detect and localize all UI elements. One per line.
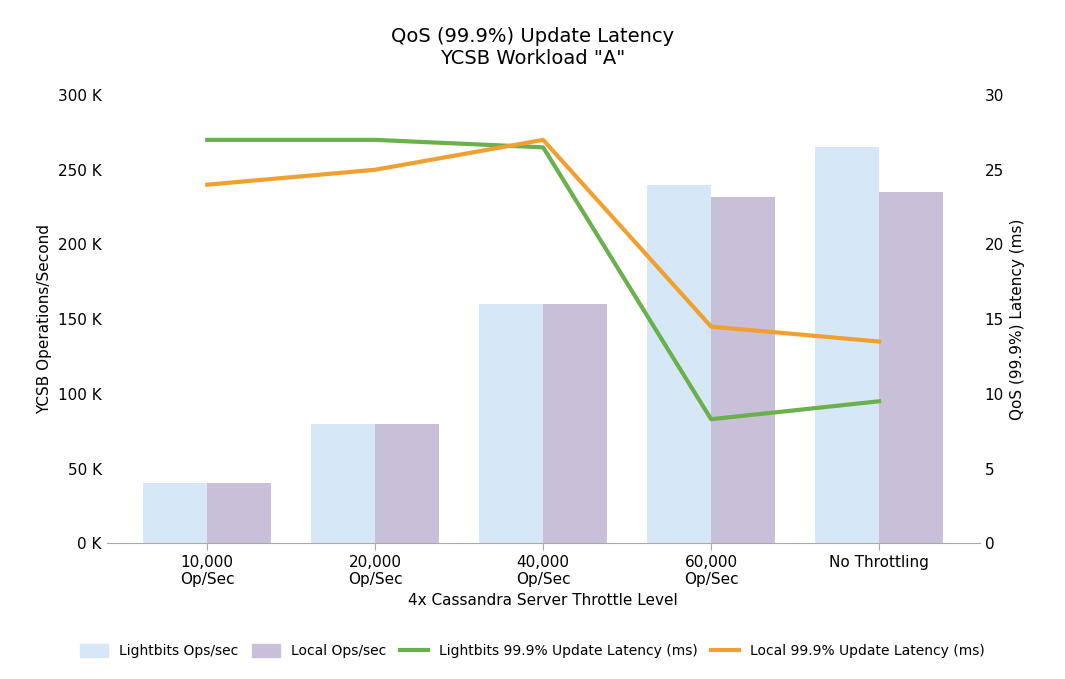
Bar [479, 304, 543, 543]
Bar [711, 197, 775, 543]
Bar [543, 304, 607, 543]
Legend: Lightbits Ops/sec, Local Ops/sec, Lightbits 99.9% Update Latency (ms), Local 99.: Lightbits Ops/sec, Local Ops/sec, Lightb… [72, 638, 993, 665]
Bar [311, 424, 375, 543]
Bar [375, 424, 439, 543]
Bar [815, 147, 879, 543]
Bar [208, 483, 272, 543]
Bar [879, 192, 943, 543]
Text: QoS (99.9%) Update Latency
YCSB Workload "A": QoS (99.9%) Update Latency YCSB Workload… [391, 27, 674, 68]
Y-axis label: YCSB Operations/Second: YCSB Operations/Second [37, 224, 52, 414]
Bar [648, 185, 711, 543]
Y-axis label: QoS (99.9%) Latency (ms): QoS (99.9%) Latency (ms) [1010, 219, 1025, 420]
X-axis label: 4x Cassandra Server Throttle Level: 4x Cassandra Server Throttle Level [408, 593, 678, 608]
Bar [144, 483, 208, 543]
